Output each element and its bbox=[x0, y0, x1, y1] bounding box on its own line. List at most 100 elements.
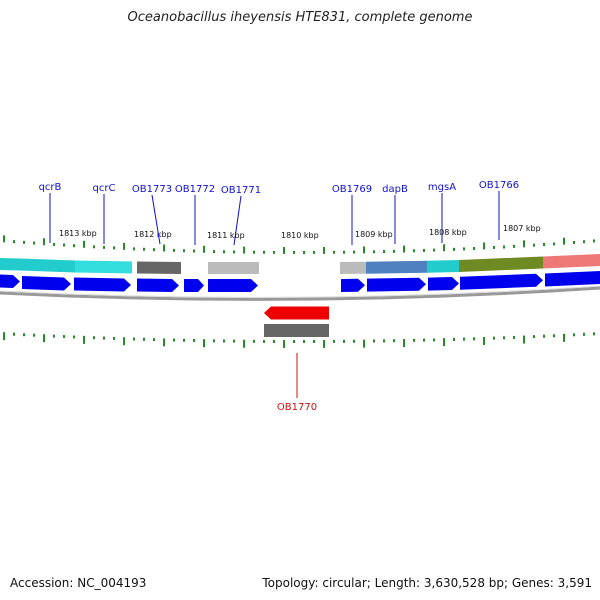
leader-line bbox=[233, 195, 242, 246]
forward-cds-arrow bbox=[0, 274, 20, 288]
minor-tick bbox=[33, 241, 35, 245]
minor-tick bbox=[473, 246, 475, 250]
minor-tick bbox=[533, 243, 535, 247]
function-block-salmon bbox=[543, 254, 600, 269]
gene-label-OB1772: OB1772 bbox=[175, 184, 215, 195]
minor-tick bbox=[133, 247, 135, 251]
minor-tick bbox=[513, 244, 515, 248]
bottom-tick-ring bbox=[3, 332, 595, 348]
minor-tick bbox=[303, 339, 305, 343]
major-tick bbox=[163, 244, 165, 252]
minor-tick bbox=[143, 247, 145, 251]
major-tick bbox=[563, 333, 565, 342]
minor-tick bbox=[593, 332, 595, 336]
minor-tick bbox=[333, 339, 335, 343]
major-tick bbox=[43, 334, 45, 343]
major-tick bbox=[3, 332, 5, 341]
genome-summary-text: Topology: circular; Length: 3,630,528 bp… bbox=[262, 576, 592, 590]
minor-tick bbox=[133, 337, 135, 341]
kbp-label: 1812 kbp bbox=[134, 230, 172, 239]
minor-tick bbox=[413, 249, 415, 253]
major-tick bbox=[523, 335, 525, 344]
minor-tick bbox=[193, 249, 195, 253]
minor-tick bbox=[343, 339, 345, 343]
major-tick bbox=[43, 238, 45, 246]
minor-tick bbox=[463, 247, 465, 251]
kbp-label: 1808 kbp bbox=[429, 228, 467, 237]
forward-cds-arrow bbox=[341, 278, 365, 292]
minor-tick bbox=[223, 250, 225, 254]
function-block-darkgray bbox=[264, 324, 329, 337]
function-block-cyan bbox=[427, 260, 459, 273]
forward-cds-arrow bbox=[367, 277, 426, 292]
major-tick bbox=[403, 339, 405, 348]
minor-tick bbox=[263, 250, 265, 254]
major-tick bbox=[243, 246, 245, 254]
minor-tick bbox=[73, 335, 75, 339]
major-tick bbox=[483, 242, 485, 250]
minor-tick bbox=[173, 248, 175, 252]
gene-label-OB1770: OB1770 bbox=[277, 402, 317, 413]
major-tick bbox=[523, 240, 525, 248]
minor-tick bbox=[463, 337, 465, 341]
kbp-label: 1811 kbp bbox=[207, 231, 245, 240]
forward-cds-arrow bbox=[74, 277, 131, 292]
major-tick bbox=[323, 246, 325, 254]
minor-tick bbox=[273, 339, 275, 343]
minor-tick bbox=[263, 339, 265, 343]
leader-line bbox=[151, 194, 161, 245]
minor-tick bbox=[423, 248, 425, 252]
minor-tick bbox=[313, 250, 315, 254]
minor-tick bbox=[73, 244, 75, 248]
kbp-scale-labels: 1813 kbp 1812 kbp 1811 kbp 1810 kbp 1809… bbox=[59, 224, 541, 240]
function-block-darkgray bbox=[137, 261, 181, 274]
minor-tick bbox=[353, 250, 355, 254]
minor-tick bbox=[343, 250, 345, 254]
major-tick bbox=[3, 235, 5, 243]
minor-tick bbox=[23, 240, 25, 244]
minor-tick bbox=[23, 333, 25, 337]
minor-tick bbox=[103, 245, 105, 249]
major-tick bbox=[123, 337, 125, 346]
kbp-label: 1809 kbp bbox=[355, 230, 393, 239]
major-tick bbox=[363, 339, 365, 348]
minor-tick bbox=[13, 240, 15, 244]
gene-label-qcrB: qcrB bbox=[39, 182, 62, 193]
major-tick bbox=[323, 339, 325, 348]
minor-tick bbox=[113, 246, 115, 250]
minor-tick bbox=[413, 338, 415, 342]
minor-tick bbox=[113, 336, 115, 340]
reverse-cds-arrow bbox=[264, 306, 329, 320]
minor-tick bbox=[183, 249, 185, 253]
minor-tick bbox=[93, 336, 95, 340]
gene-label-OB1766: OB1766 bbox=[479, 180, 519, 191]
forward-cds-arrow bbox=[184, 279, 204, 292]
minor-tick bbox=[253, 250, 255, 254]
minor-tick bbox=[333, 250, 335, 254]
minor-tick bbox=[143, 337, 145, 341]
minor-tick bbox=[583, 240, 585, 244]
function-block-lightgray bbox=[340, 261, 366, 274]
function-block-lightgray bbox=[208, 262, 259, 274]
kbp-label: 1813 kbp bbox=[59, 229, 97, 238]
minor-tick bbox=[373, 339, 375, 343]
function-block-steelblue bbox=[366, 260, 427, 274]
minor-tick bbox=[223, 339, 225, 343]
major-tick bbox=[403, 245, 405, 253]
minor-tick bbox=[233, 339, 235, 343]
major-tick bbox=[83, 240, 85, 248]
minor-tick bbox=[103, 336, 105, 340]
forward-cds-arrow bbox=[428, 277, 459, 291]
minor-tick bbox=[393, 339, 395, 343]
genome-backbone bbox=[0, 286, 600, 301]
minor-tick bbox=[153, 248, 155, 252]
top-tick-ring bbox=[3, 235, 595, 254]
function-color-track bbox=[0, 254, 600, 274]
major-tick bbox=[283, 339, 285, 348]
major-tick bbox=[363, 246, 365, 254]
minor-tick bbox=[153, 338, 155, 342]
minor-tick bbox=[293, 339, 295, 343]
map-title: Oceanobacillus iheyensis HTE831, complet… bbox=[127, 10, 473, 25]
minor-tick bbox=[453, 247, 455, 251]
